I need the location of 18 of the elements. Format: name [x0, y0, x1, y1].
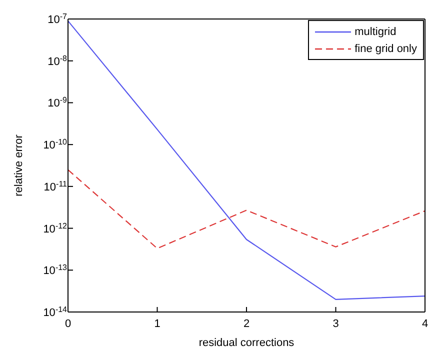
y-axis-title: relative error	[12, 134, 25, 196]
y-tick-label: 10$^{-8}$	[48, 53, 68, 68]
y-tick-label: 10$^{-11}$	[44, 178, 68, 194]
y-tick-label: 10$^{-10}$	[43, 137, 68, 152]
x-tick-label: 0	[64, 318, 72, 330]
y-tick-label: 10$^{-14}$	[43, 304, 68, 319]
x-tick-label: 4	[422, 318, 428, 330]
y-tick-label: 10$^{-13}$	[43, 262, 68, 278]
y-tick-label: 10$^{-7}$	[48, 12, 68, 26]
legend-label: fine grid only	[354, 42, 417, 54]
y-tick-label: 10$^{-9}$	[48, 95, 68, 110]
x-tick-label: 2	[243, 318, 250, 330]
x-axis-title: residual corrections	[198, 337, 295, 349]
line-series	[68, 169, 425, 249]
x-tick-label: 3	[332, 318, 339, 330]
x-tick-label: 1	[154, 318, 160, 330]
legend-label: multigrid	[354, 26, 396, 38]
y-tick-label: 10$^{-12}$	[43, 220, 68, 236]
